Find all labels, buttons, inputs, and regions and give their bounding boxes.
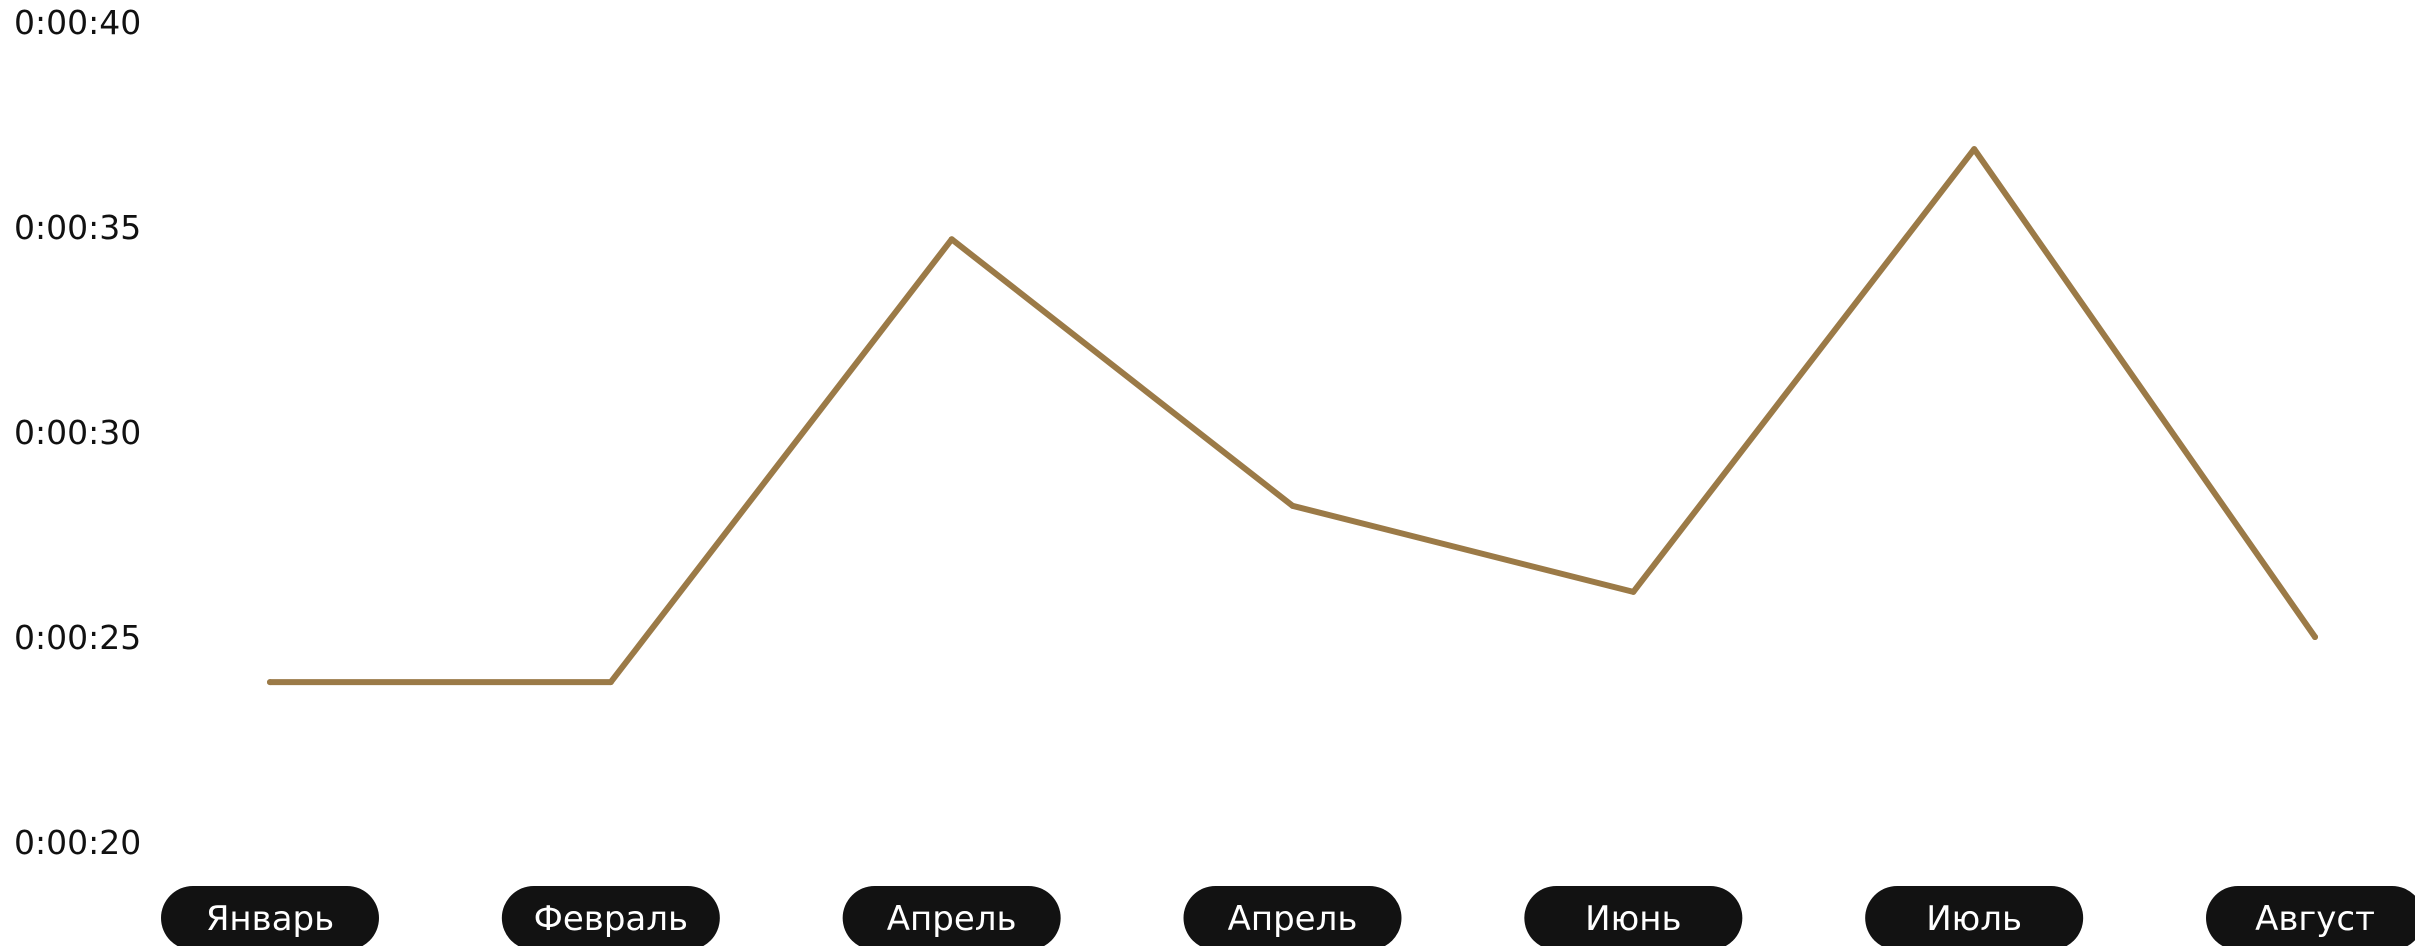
x-tick-pill: Август <box>2206 886 2415 946</box>
x-tick-pill-bg <box>1865 886 2084 946</box>
x-tick-pill: Июнь <box>1524 886 1743 946</box>
x-tick-pill: Январь <box>161 886 379 946</box>
x-tick-pill-bg <box>1524 886 1743 946</box>
series-group <box>267 146 2318 686</box>
x-tick-label: Июль <box>1926 899 2022 939</box>
series-line <box>267 146 2318 686</box>
data-point <box>1971 146 1978 153</box>
x-tick-label: Февраль <box>534 899 688 939</box>
x-tick-label: Июнь <box>1585 899 1681 939</box>
y-axis: 0:00:40 0:00:35 0:00:30 0:00:25 0:00:20 <box>14 3 141 862</box>
x-tick-pill: Июль <box>1865 886 2084 946</box>
data-point <box>1630 588 1637 595</box>
x-tick-pill-bg <box>501 886 720 946</box>
y-tick-label: 0:00:35 <box>14 208 141 247</box>
x-tick-pill-bg <box>2206 886 2415 946</box>
x-tick-pill: Апрель <box>842 886 1061 946</box>
y-tick-label: 0:00:40 <box>14 3 141 42</box>
x-tick-pill: Апрель <box>1183 886 1402 946</box>
x-tick-label: Апрель <box>1228 899 1358 939</box>
data-point <box>267 679 273 686</box>
x-tick-pill: Февраль <box>501 886 720 946</box>
x-axis-labels: Январь Февраль Апрель Апрель Июнь Июль Август <box>161 886 2415 946</box>
data-point <box>1289 502 1296 509</box>
x-tick-pill-bg <box>842 886 1061 946</box>
x-tick-label: Январь <box>206 899 334 939</box>
data-point <box>948 236 955 243</box>
y-tick-label: 0:00:20 <box>14 823 141 862</box>
data-point <box>2312 634 2318 640</box>
data-point <box>607 679 614 686</box>
x-tick-label: Апрель <box>887 899 1017 939</box>
x-tick-label: Август <box>2255 899 2375 939</box>
y-tick-label: 0:00:30 <box>14 413 141 452</box>
x-tick-pill-bg <box>161 886 379 946</box>
x-tick-pill-bg <box>1183 886 1402 946</box>
y-tick-label: 0:00:25 <box>14 618 141 657</box>
